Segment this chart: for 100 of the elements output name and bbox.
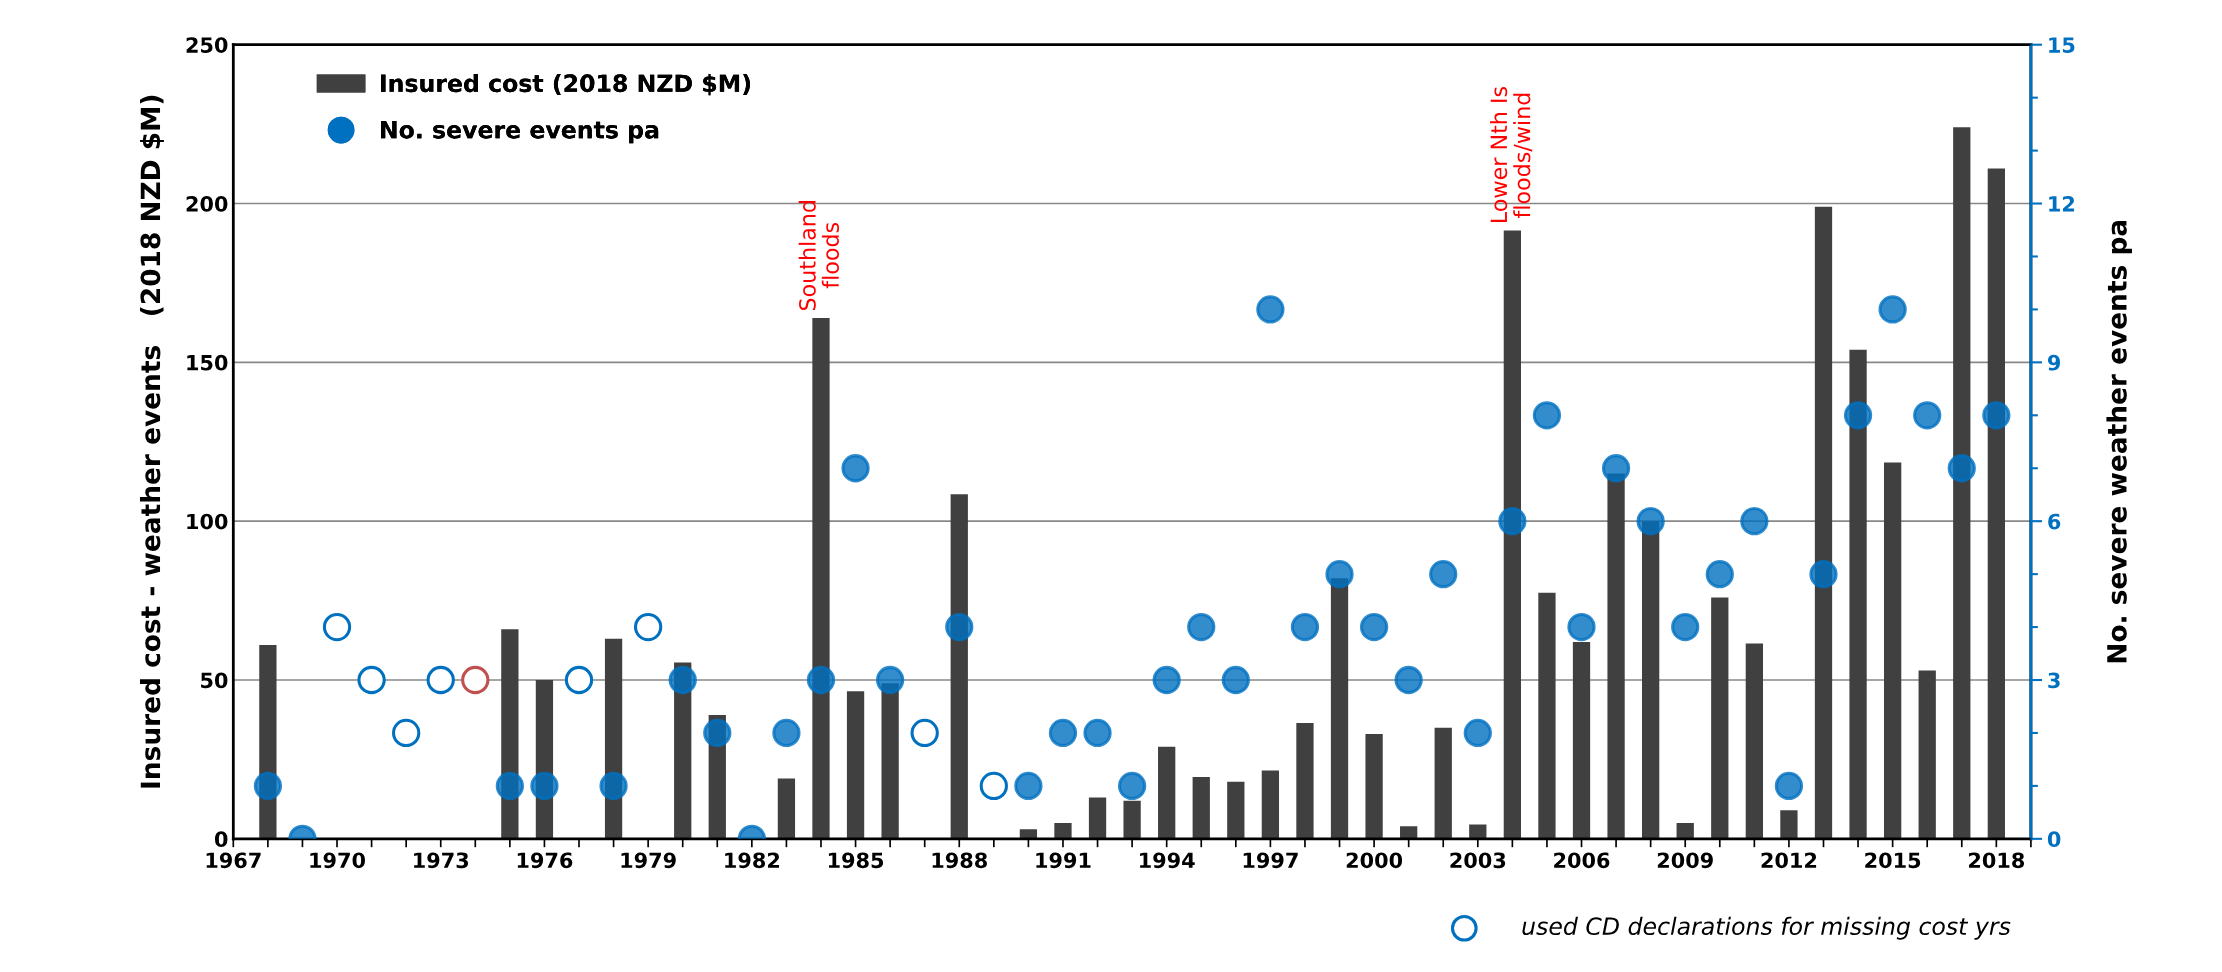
bar	[1054, 822, 1072, 839]
point	[1014, 771, 1043, 801]
bar	[1088, 797, 1107, 839]
point	[1740, 507, 1769, 536]
y-tick-label: 250	[186, 37, 228, 53]
bar	[1365, 734, 1383, 839]
point	[1671, 612, 1700, 642]
bar	[1745, 643, 1763, 839]
bar	[1987, 168, 2005, 839]
bar	[1434, 727, 1452, 839]
point	[1221, 665, 1250, 695]
point	[1913, 401, 1942, 430]
x-tick-label: 1979	[621, 852, 676, 869]
bar	[1849, 349, 1867, 839]
bar	[812, 317, 830, 839]
point	[1187, 612, 1216, 642]
x-tick-label: 2009	[1657, 852, 1713, 869]
bar	[1814, 206, 1833, 839]
text: used CD declarations for missing cost yrs	[1522, 916, 2011, 940]
point	[1809, 559, 1838, 589]
point	[564, 665, 594, 695]
x-tick-label: 1970	[310, 852, 366, 869]
y-axis-title: Insured cost - weather events (2018 NZD $M)	[139, 95, 164, 788]
y2-tick-label: 0	[2047, 831, 2061, 848]
y2-axis-title: No. severe weather events pa	[2106, 220, 2132, 663]
y-tick-label: 200	[186, 195, 228, 212]
annotation: Lower Nth Is floods/wind	[1490, 87, 1533, 222]
point	[495, 771, 525, 801]
point	[1636, 507, 1665, 536]
point	[461, 665, 490, 695]
point	[1083, 718, 1112, 748]
point	[945, 612, 974, 642]
point	[392, 718, 421, 748]
point	[841, 454, 870, 483]
bar	[1572, 641, 1591, 839]
point	[1843, 401, 1873, 430]
x-tick-label: 1985	[828, 852, 884, 869]
bar	[1158, 746, 1176, 839]
point	[634, 612, 663, 642]
point	[1152, 665, 1181, 695]
x-tick-label: 1988	[932, 852, 987, 869]
point	[322, 612, 352, 642]
bar	[1296, 722, 1314, 839]
point	[1498, 507, 1527, 536]
x-tick-label: 1976	[517, 852, 573, 869]
bar	[1780, 810, 1798, 839]
x-tick-label: 1982	[725, 852, 780, 869]
point	[1359, 612, 1389, 642]
point	[806, 665, 836, 695]
bar	[1227, 781, 1245, 839]
x-tick-label: 2000	[1346, 852, 1403, 869]
point	[1601, 454, 1631, 483]
point	[1705, 559, 1734, 589]
bar	[1918, 670, 1936, 839]
legend-label: Insured cost (2018 NZD $M)	[381, 73, 750, 96]
y2-tick-label: 12	[2049, 195, 2075, 212]
bar	[1503, 230, 1522, 839]
bar	[1261, 770, 1280, 839]
point	[1429, 559, 1458, 589]
x-tick-label: 2006	[1554, 852, 1610, 869]
x-tick-label: 1994	[1140, 852, 1195, 869]
point	[1325, 559, 1354, 589]
x-tick-label: 2012	[1761, 852, 1817, 869]
point	[1947, 454, 1976, 483]
y-tick-label: 50	[201, 672, 228, 689]
y-tick-label: 150	[187, 354, 228, 371]
point	[703, 718, 732, 748]
point	[1290, 612, 1320, 642]
y2-tick-label: 15	[2049, 37, 2075, 53]
point	[599, 771, 628, 801]
bar	[1123, 800, 1141, 839]
x-tick-label: 2003	[1450, 852, 1506, 869]
point	[426, 665, 455, 695]
point	[253, 771, 283, 801]
y2-tick-label: 9	[2047, 354, 2061, 371]
point	[910, 718, 939, 748]
bar	[1192, 776, 1210, 839]
y-tick-label: 100	[187, 513, 228, 530]
point	[357, 665, 386, 695]
bar	[1538, 592, 1556, 839]
point	[1117, 771, 1147, 801]
bar	[1883, 462, 1902, 839]
x-tick-label: 1997	[1243, 852, 1298, 869]
point	[1774, 771, 1804, 801]
point	[772, 718, 801, 748]
point	[530, 771, 559, 801]
x-tick-label: 1967	[206, 852, 261, 869]
annotation: Southland floods	[798, 200, 840, 311]
point	[1878, 295, 1907, 324]
x-tick-label: 1973	[414, 852, 469, 869]
point	[979, 771, 1008, 801]
point	[1463, 718, 1492, 748]
y-tick-label: 0	[214, 831, 228, 848]
bar	[846, 691, 865, 839]
point	[1048, 718, 1078, 748]
y2-tick-label: 6	[2048, 513, 2061, 530]
point	[1567, 612, 1596, 642]
bar	[1711, 597, 1729, 839]
point	[1982, 401, 2011, 430]
x-tick-label: 2018	[1968, 852, 2025, 869]
